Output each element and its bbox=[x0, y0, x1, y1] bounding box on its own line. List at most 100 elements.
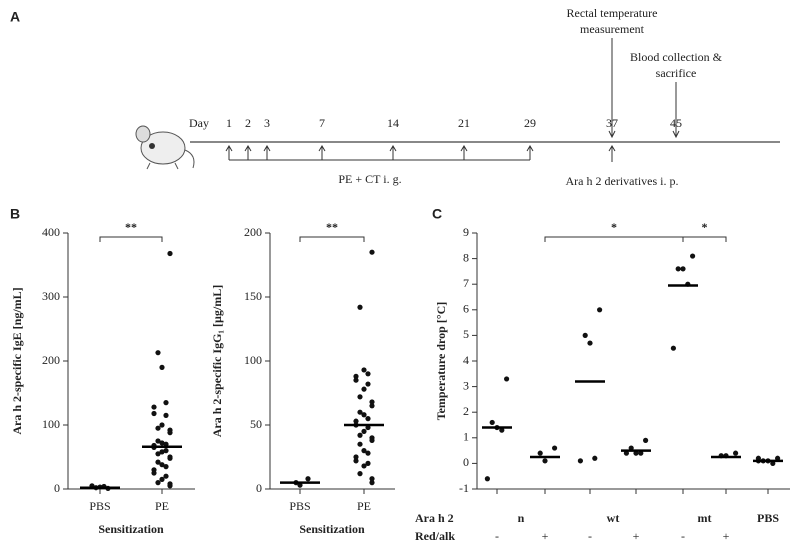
group-label: mt bbox=[698, 511, 712, 525]
data-point bbox=[489, 419, 495, 426]
data-point bbox=[770, 460, 776, 466]
data-point bbox=[357, 441, 363, 447]
x-tick-label: PBS bbox=[289, 499, 310, 513]
x-tick-label: PE bbox=[357, 499, 371, 513]
arrow-head bbox=[460, 145, 468, 152]
data-point bbox=[353, 418, 359, 424]
data-point bbox=[159, 440, 165, 446]
y-axis-label: Temperature drop [°C] bbox=[434, 302, 448, 421]
data-point bbox=[167, 483, 173, 489]
data-point bbox=[297, 482, 303, 488]
data-point bbox=[670, 345, 677, 351]
arrow-head bbox=[608, 130, 616, 139]
data-point bbox=[159, 476, 165, 482]
y-tick-label: -1 bbox=[459, 481, 469, 495]
data-point bbox=[365, 381, 371, 387]
day: 1 bbox=[226, 116, 232, 130]
data-point bbox=[151, 410, 157, 417]
y-tick-label: 50 bbox=[250, 417, 262, 431]
data-point bbox=[155, 451, 161, 457]
data-point bbox=[163, 464, 169, 470]
significance-label: ** bbox=[326, 220, 338, 234]
data-point bbox=[643, 437, 649, 443]
data-point bbox=[369, 399, 375, 405]
data-point bbox=[552, 445, 558, 451]
day: 3 bbox=[264, 116, 270, 130]
day-label: Day bbox=[189, 116, 209, 130]
data-point bbox=[155, 459, 161, 465]
significance-label: ** bbox=[125, 220, 137, 234]
data-point bbox=[151, 404, 157, 410]
data-point bbox=[542, 458, 548, 464]
annotation: Rectal temperature bbox=[567, 6, 658, 20]
significance-bracket bbox=[682, 236, 727, 242]
data-point bbox=[369, 249, 375, 255]
significance-label: * bbox=[702, 220, 708, 234]
data-point bbox=[369, 480, 375, 486]
data-point bbox=[361, 428, 367, 434]
group-label: n bbox=[518, 511, 525, 525]
arrow-head bbox=[225, 145, 233, 152]
arrow-head bbox=[389, 145, 397, 152]
panel-label: A bbox=[10, 9, 20, 25]
data-point bbox=[361, 412, 367, 418]
challenge-label: Ara h 2 derivatives i. p. bbox=[566, 174, 679, 188]
data-point bbox=[163, 441, 169, 447]
data-point bbox=[361, 448, 367, 454]
data-point bbox=[159, 462, 165, 468]
y-tick-label: 100 bbox=[244, 353, 262, 367]
data-point bbox=[357, 409, 363, 415]
data-point bbox=[775, 455, 781, 461]
treatment-label: + bbox=[542, 529, 549, 543]
data-point bbox=[369, 476, 375, 482]
data-point bbox=[361, 463, 367, 469]
sensitization-label: PE + CT i. g. bbox=[338, 172, 401, 186]
y-axis-label: Ara h 2-specific IgE [ng/mL] bbox=[10, 287, 24, 434]
data-point bbox=[155, 425, 161, 431]
data-point bbox=[163, 473, 169, 479]
data-point bbox=[690, 253, 696, 259]
arrow-head bbox=[263, 145, 271, 152]
treatment-label: + bbox=[723, 529, 730, 543]
data-point bbox=[592, 455, 598, 461]
y-tick-label: 9 bbox=[463, 225, 469, 239]
day: 7 bbox=[319, 116, 325, 130]
y-tick-label: 100 bbox=[42, 417, 60, 431]
panel-label: B bbox=[10, 206, 20, 222]
data-point bbox=[167, 250, 173, 257]
treatment-label: - bbox=[495, 529, 499, 543]
y-tick-label: 150 bbox=[244, 289, 262, 303]
data-point bbox=[638, 450, 644, 456]
data-point bbox=[365, 371, 371, 377]
data-point bbox=[163, 448, 169, 454]
data-point bbox=[357, 471, 363, 477]
data-point bbox=[361, 386, 367, 392]
treatment-label: - bbox=[681, 529, 685, 543]
data-point bbox=[159, 422, 165, 428]
data-point bbox=[155, 350, 161, 356]
data-point bbox=[365, 416, 371, 422]
data-point bbox=[577, 458, 584, 464]
group-label: wt bbox=[607, 511, 620, 525]
y-tick-label: 200 bbox=[42, 353, 60, 367]
day: 2 bbox=[245, 116, 251, 130]
data-point bbox=[484, 476, 490, 482]
x-axis-label: Sensitization bbox=[299, 522, 365, 536]
data-point bbox=[628, 445, 634, 451]
data-point bbox=[499, 427, 505, 433]
significance-bracket bbox=[99, 236, 163, 242]
y-tick-label: 3 bbox=[463, 378, 469, 392]
y-tick-label: 200 bbox=[244, 225, 262, 239]
treatment-label: + bbox=[633, 529, 640, 543]
data-point bbox=[155, 480, 161, 486]
data-point bbox=[365, 424, 371, 431]
data-point bbox=[163, 400, 169, 406]
y-tick-label: 4 bbox=[463, 353, 469, 367]
y-axis-label: Ara h 2-specific IgG₁ [µg/mL] bbox=[210, 285, 224, 438]
arrow-head bbox=[244, 145, 252, 152]
data-point bbox=[353, 458, 359, 464]
data-point bbox=[167, 455, 173, 461]
data-point bbox=[305, 476, 311, 482]
row-label: Ara h 2 bbox=[415, 511, 454, 525]
data-point bbox=[365, 460, 371, 466]
